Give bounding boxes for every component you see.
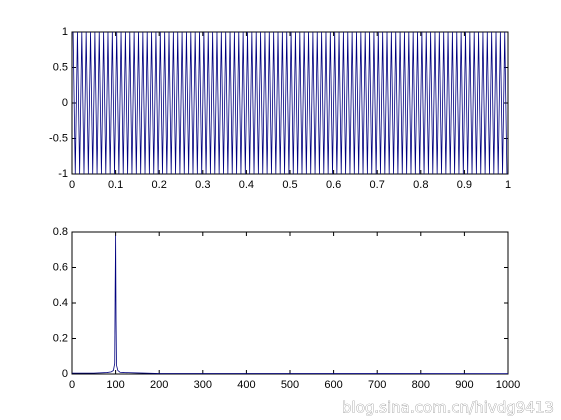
y-tick-label: -1 — [58, 168, 68, 180]
x-tick-label: 0.2 — [152, 179, 167, 191]
x-tick-label: 700 — [368, 379, 386, 391]
x-tick-label: 100 — [106, 379, 124, 391]
x-tick-label: 800 — [412, 379, 430, 391]
y-tick-label: -0.5 — [49, 132, 68, 144]
y-tick-label: 0.5 — [53, 61, 68, 73]
x-tick-label: 200 — [150, 379, 168, 391]
y-tick-label: 0.4 — [53, 297, 68, 309]
watermark: blog.sina.com.cn/hivdg9413 — [342, 399, 554, 417]
x-tick-label: 900 — [455, 379, 473, 391]
x-tick-label: 400 — [237, 379, 255, 391]
x-tick-label: 0 — [69, 379, 75, 391]
x-tick-label: 0 — [69, 179, 75, 191]
x-tick-label: 0.8 — [413, 179, 428, 191]
y-tick-label: 0.6 — [53, 261, 68, 273]
x-tick-label: 1000 — [496, 379, 520, 391]
y-tick-label: 0 — [62, 97, 68, 109]
y-tick-label: 0.2 — [53, 332, 68, 344]
x-tick-label: 1 — [505, 179, 511, 191]
x-tick-label: 300 — [194, 379, 212, 391]
axes-box — [71, 231, 509, 375]
y-tick-label: 1 — [62, 26, 68, 38]
x-tick-label: 600 — [324, 379, 342, 391]
x-tick-label: 0.9 — [457, 179, 472, 191]
data-line — [72, 31, 508, 175]
x-tick-label: 0.3 — [195, 179, 210, 191]
y-tick-label: 0 — [62, 368, 68, 380]
x-tick-label: 0.5 — [282, 179, 297, 191]
y-tick-label: 0.8 — [53, 226, 68, 238]
x-tick-label: 0.4 — [239, 179, 254, 191]
x-tick-label: 0.1 — [108, 179, 123, 191]
x-tick-label: 0.6 — [326, 179, 341, 191]
x-tick-label: 0.7 — [370, 179, 385, 191]
data-line — [72, 235, 509, 375]
x-tick-label: 500 — [281, 379, 299, 391]
